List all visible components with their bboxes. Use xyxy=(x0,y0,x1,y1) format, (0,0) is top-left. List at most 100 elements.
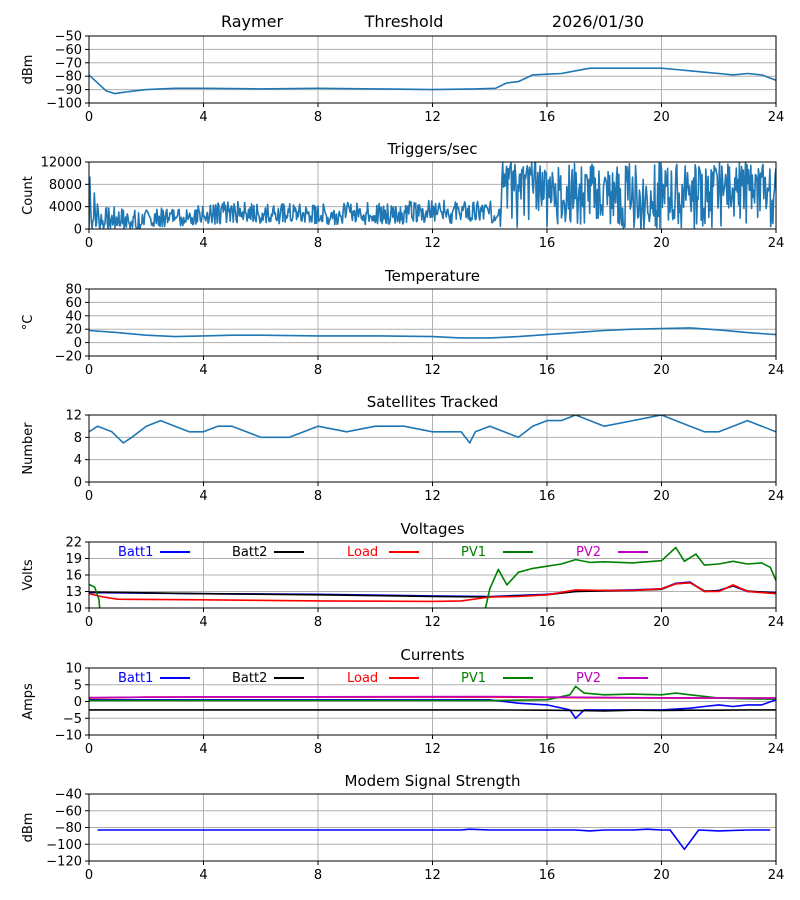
triggers-ytick-label: 4000 xyxy=(49,200,82,215)
modem-ytick-label: −60 xyxy=(55,804,82,819)
currents-ytick-label: 10 xyxy=(65,662,82,677)
modem-xtick-label: 20 xyxy=(653,868,670,883)
currents-xtick-label: 12 xyxy=(424,742,441,757)
satellites-ytick-label: 8 xyxy=(74,431,82,446)
threshold-ytick-label: −50 xyxy=(55,30,82,45)
currents-ytick-label: −5 xyxy=(63,712,82,727)
panel-threshold: 0 4 8 12 16 20 24 −100−90−80−70−60−50 dBm xyxy=(21,30,784,126)
satellites-ylabel: Number xyxy=(21,422,36,475)
satellites-xtick-label: 20 xyxy=(653,489,670,504)
voltages-ylabel: Volts xyxy=(21,559,36,591)
modem-xtick-label: 12 xyxy=(424,868,441,883)
triggers-xtick-label: 16 xyxy=(539,236,556,251)
threshold-xtick-label: 4 xyxy=(199,110,207,125)
triggers-xtick-label: 0 xyxy=(85,236,93,251)
voltages-xtick-label: 8 xyxy=(314,615,322,630)
threshold-xtick-label: 24 xyxy=(768,110,785,125)
satellites-plot-area xyxy=(89,415,776,444)
satellites-ytick-label: 0 xyxy=(74,476,82,491)
threshold-ytick-label: −60 xyxy=(55,43,82,58)
voltages-xtick-label: 4 xyxy=(199,615,207,630)
header-metric: Threshold xyxy=(364,12,444,31)
voltages-series-load xyxy=(89,581,776,603)
currents-title: Currents xyxy=(400,646,464,664)
modem-ytick-label: −120 xyxy=(46,855,82,870)
currents-xtick-label: 8 xyxy=(314,742,322,757)
modem-ytick-label: −100 xyxy=(46,838,82,853)
satellites-title: Satellites Tracked xyxy=(367,393,498,411)
threshold-ytick-label: −80 xyxy=(55,70,82,85)
modem-plot-area xyxy=(97,828,771,851)
modem-xtick-label: 0 xyxy=(85,868,93,883)
temperature-ytick-label: 20 xyxy=(65,323,82,338)
triggers-ylabel: Count xyxy=(21,176,36,215)
currents-legend-batt2: Batt2 xyxy=(232,671,267,686)
threshold-xtick-label: 12 xyxy=(424,110,441,125)
modem-xtick-label: 4 xyxy=(199,868,207,883)
modem-series-modem xyxy=(97,828,771,851)
voltages-plot-area xyxy=(89,546,776,608)
threshold-ytick-label: −90 xyxy=(55,83,82,98)
temperature-title: Temperature xyxy=(384,267,480,285)
voltages-legend-load: Load xyxy=(347,545,378,560)
currents-xtick-label: 24 xyxy=(768,742,785,757)
temperature-xtick-label: 20 xyxy=(653,363,670,378)
threshold-xtick-label: 20 xyxy=(653,110,670,125)
satellites-xtick-label: 0 xyxy=(85,489,93,504)
satellites-ytick-label: 12 xyxy=(65,409,82,424)
satellites-xtick-label: 24 xyxy=(768,489,785,504)
satellites-xtick-label: 8 xyxy=(314,489,322,504)
currents-series-batt2 xyxy=(89,709,776,712)
voltages-legend-pv2: PV2 xyxy=(576,545,601,560)
triggers-series-triggers xyxy=(89,162,776,229)
satellites-xtick-label: 12 xyxy=(424,489,441,504)
temperature-ytick-label: 40 xyxy=(65,309,82,324)
currents-xtick-label: 16 xyxy=(539,742,556,757)
triggers-ytick-label: 0 xyxy=(74,223,82,238)
voltages-series-pv1 xyxy=(89,546,776,608)
voltages-xtick-label: 16 xyxy=(539,615,556,630)
satellites-series-satellites xyxy=(89,415,776,444)
temperature-xtick-label: 8 xyxy=(314,363,322,378)
triggers-title: Triggers/sec xyxy=(387,140,478,158)
voltages-ytick-label: 19 xyxy=(65,552,82,567)
panel-triggers: 0 4 8 12 16 20 24 0 4000 8000 12000 Count Triggers/s… xyxy=(21,140,784,251)
header: Raymer Threshold 2026/01/30 xyxy=(221,12,644,31)
satellites-xtick-label: 16 xyxy=(539,489,556,504)
voltages-legend-batt2: Batt2 xyxy=(232,545,267,560)
temperature-ylabel: °C xyxy=(21,315,36,331)
voltages-title: Voltages xyxy=(400,520,464,538)
currents-legend-pv2: PV2 xyxy=(576,671,601,686)
voltages-xtick-label: 20 xyxy=(653,615,670,630)
triggers-plot-area xyxy=(89,162,776,229)
threshold-xtick-label: 8 xyxy=(314,110,322,125)
temperature-series-temperature xyxy=(89,327,776,339)
currents-series-pv2 xyxy=(89,695,776,699)
currents-xtick-label: 20 xyxy=(653,742,670,757)
temperature-xtick-label: 0 xyxy=(85,363,93,378)
panel-satellites: 0 4 8 12 16 20 24 0 4 8 12 Number Satellites Tracked xyxy=(21,393,784,504)
currents-ylabel: Amps xyxy=(21,683,36,720)
currents-ytick-label: −10 xyxy=(55,729,82,744)
temperature-ytick-label: 60 xyxy=(65,296,82,311)
threshold-ytick-label: −100 xyxy=(46,97,82,112)
threshold-xtick-label: 0 xyxy=(85,110,93,125)
voltages-ytick-label: 13 xyxy=(65,585,82,600)
triggers-ytick-label: 8000 xyxy=(49,178,82,193)
temperature-xtick-label: 24 xyxy=(768,363,785,378)
voltages-xtick-label: 12 xyxy=(424,615,441,630)
modem-xtick-label: 8 xyxy=(314,868,322,883)
temperature-plot-area xyxy=(89,327,776,339)
currents-ytick-label: 5 xyxy=(74,678,82,693)
threshold-plot-area xyxy=(89,67,776,95)
temperature-xtick-label: 4 xyxy=(199,363,207,378)
triggers-ytick-label: 12000 xyxy=(41,156,82,171)
voltages-ytick-label: 22 xyxy=(65,536,82,551)
threshold-xtick-label: 16 xyxy=(539,110,556,125)
triggers-xtick-label: 24 xyxy=(768,236,785,251)
